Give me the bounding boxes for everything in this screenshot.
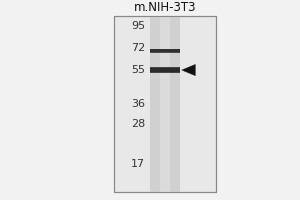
Bar	[150, 51, 180, 52]
Bar	[150, 68, 180, 69]
Bar	[150, 69, 180, 70]
Text: 95: 95	[131, 21, 145, 31]
Polygon shape	[182, 64, 195, 76]
Bar	[150, 16, 180, 192]
Bar	[150, 70, 180, 72]
Bar	[150, 71, 180, 72]
Bar	[150, 50, 180, 51]
Bar	[150, 70, 180, 71]
Bar	[150, 71, 180, 72]
Bar	[150, 50, 180, 51]
Bar	[150, 50, 180, 51]
Bar	[150, 69, 180, 70]
Bar	[150, 71, 180, 73]
Bar	[150, 49, 180, 50]
Bar	[150, 49, 180, 51]
Text: 28: 28	[131, 119, 145, 129]
Bar	[150, 70, 180, 71]
Bar	[150, 49, 180, 50]
Bar	[150, 71, 180, 72]
Text: 36: 36	[131, 99, 145, 109]
Text: 72: 72	[131, 43, 145, 53]
Bar	[150, 70, 180, 71]
Bar	[150, 51, 180, 53]
Bar	[160, 16, 170, 192]
Bar	[114, 16, 216, 192]
Bar	[150, 71, 180, 72]
Bar	[150, 51, 180, 52]
Text: m.NIH-3T3: m.NIH-3T3	[134, 1, 196, 14]
Bar	[150, 69, 180, 71]
Text: 17: 17	[131, 159, 145, 169]
Bar	[150, 52, 180, 53]
Bar	[150, 68, 180, 69]
Text: 55: 55	[131, 65, 145, 75]
Bar	[150, 69, 180, 70]
Bar	[150, 68, 180, 69]
Bar	[150, 69, 180, 70]
Bar	[150, 49, 180, 50]
Bar	[150, 67, 180, 69]
Bar	[150, 70, 180, 71]
Bar	[114, 16, 216, 192]
Bar	[150, 68, 180, 69]
Bar	[150, 51, 180, 52]
